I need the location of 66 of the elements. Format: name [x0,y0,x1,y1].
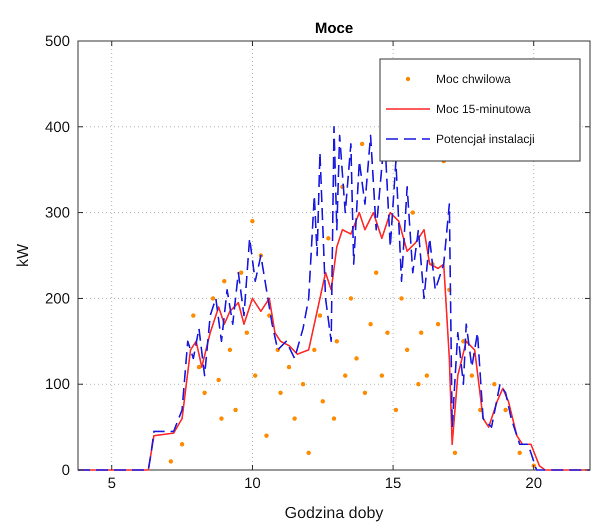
point [250,218,255,224]
line-series [77,126,591,471]
point [238,270,244,275]
point [394,408,398,412]
point [410,210,415,215]
point [300,382,306,386]
point [180,442,184,446]
point [233,408,238,412]
point [503,408,508,412]
y-tick-label: 200 [44,290,70,308]
point [219,416,224,421]
y-tick-label: 0 [62,462,70,479]
point [492,382,497,386]
point [318,313,322,318]
y-axis-title: kW [15,243,32,268]
point [416,382,421,386]
point [374,270,378,275]
point [168,459,174,464]
x-tick-label: 20 [525,475,542,492]
y-tick-label: 100 [44,376,70,394]
point [320,399,325,404]
x-tick-label: 10 [244,475,261,492]
point [368,322,373,326]
chart-title: Moce [314,20,354,37]
point [264,433,269,438]
point [470,373,474,378]
x-axis-title: Godzina doby [284,505,384,522]
point [210,296,216,301]
point [306,450,311,456]
point [362,390,368,395]
point [399,296,404,301]
x-tick-label: 15 [384,475,402,492]
point [360,142,364,146]
point [348,296,354,301]
point [343,373,348,378]
point [424,373,430,378]
point [202,390,207,395]
point [452,450,458,456]
point [380,373,384,378]
point [326,236,331,241]
point [312,348,317,352]
point [354,356,359,361]
point [404,348,410,352]
point [228,348,232,352]
point [419,330,424,335]
point [385,330,390,335]
point [253,373,258,378]
point [332,416,336,421]
y-tick-label: 300 [44,204,70,222]
point [334,339,340,344]
point [278,390,283,395]
point [244,330,249,335]
point [196,364,202,370]
legend-label: Moc chwilowa [436,72,512,86]
y-tick-label: 400 [44,118,70,136]
point [216,378,221,382]
point [222,279,226,284]
point [292,416,297,421]
x-tick-label: 5 [108,475,116,492]
point [517,450,522,456]
legend-label: Moc 15-minutowa [436,102,532,116]
point [286,364,292,370]
point [191,313,196,318]
point [436,322,440,326]
legend-label: Potencjał instalacji [436,132,535,146]
y-tick-label: 500 [44,33,70,50]
